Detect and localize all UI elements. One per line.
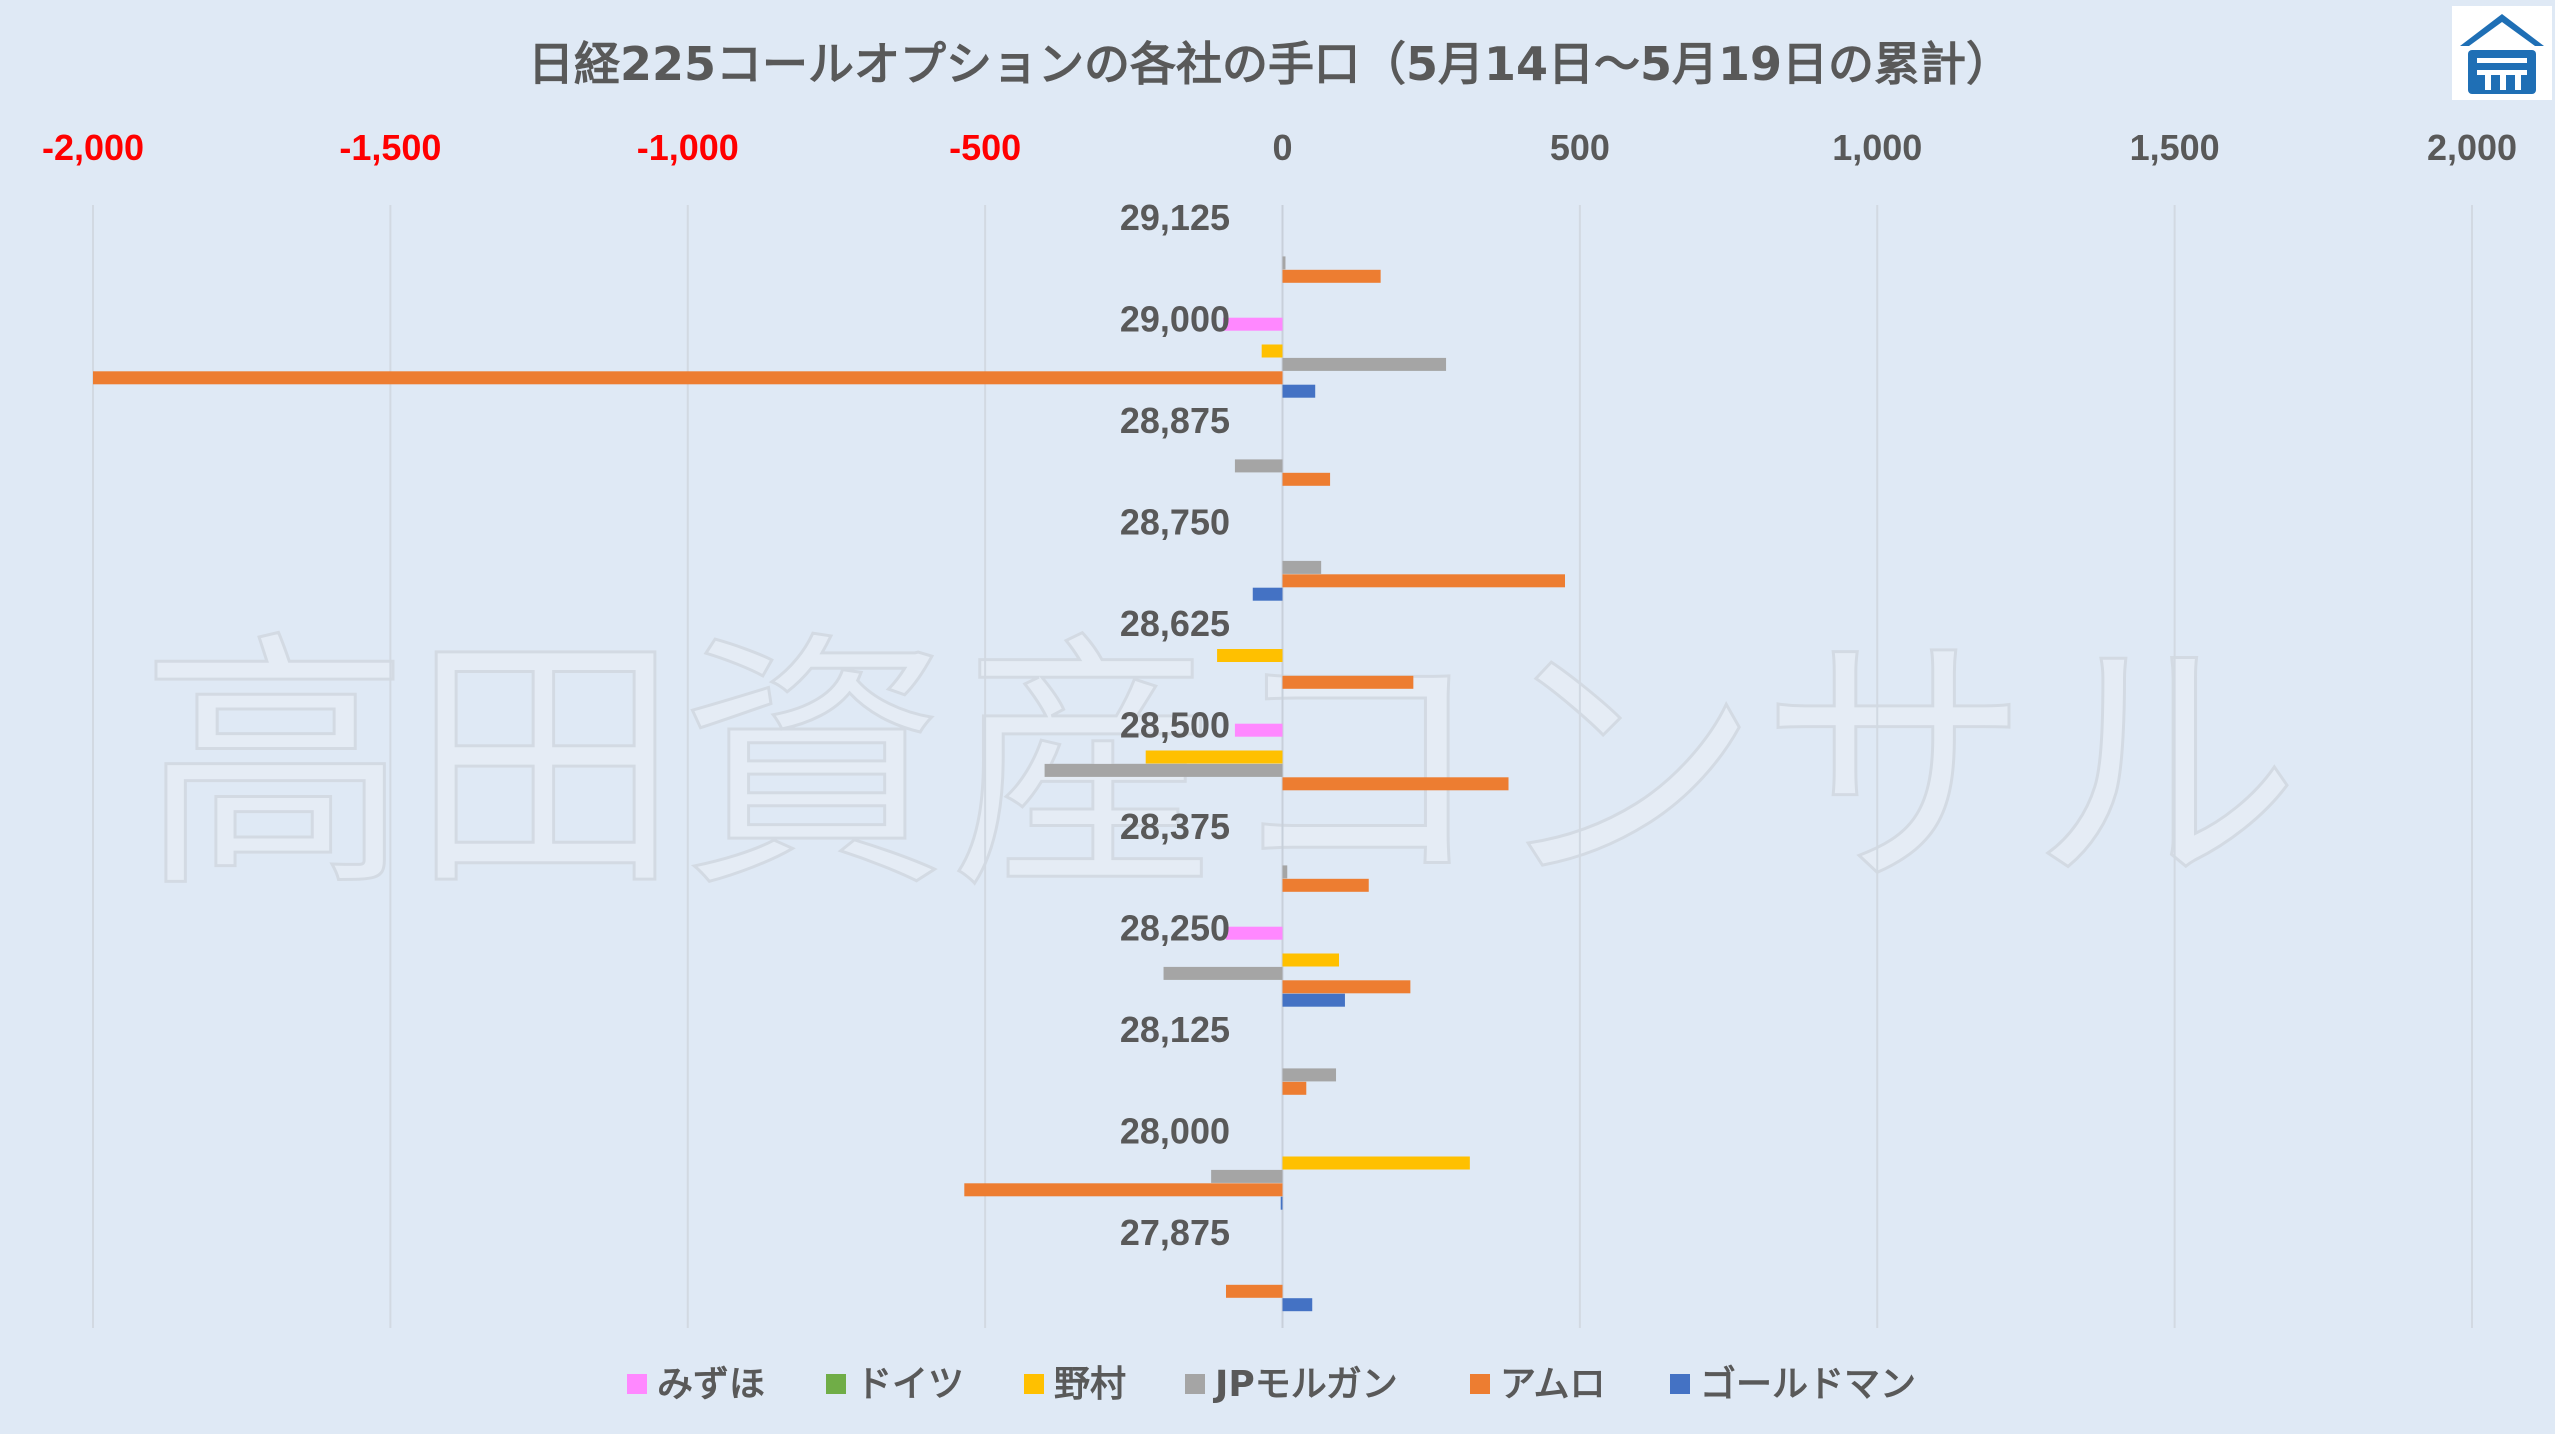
bars	[93, 256, 1566, 1312]
bar	[1282, 256, 1286, 270]
chart-title: 日経225コールオプションの各社の手口（5月14日～5月19日の累計）	[528, 37, 2012, 91]
bar	[1282, 1298, 1313, 1312]
x-tick-label: 1,500	[2130, 127, 2220, 168]
x-tick-label: -1,000	[637, 127, 739, 168]
category-label: 28,500	[1120, 705, 1230, 746]
x-tick-label: -2,000	[42, 127, 144, 168]
category-label: 28,000	[1120, 1111, 1230, 1152]
legend-swatch	[1185, 1374, 1205, 1394]
legend-label: ゴールドマン	[1700, 1363, 1916, 1405]
bar	[1217, 649, 1283, 662]
bar	[1282, 269, 1381, 283]
bar	[1282, 865, 1288, 879]
bar	[1282, 777, 1509, 791]
legend-swatch	[826, 1374, 846, 1394]
category-label: 29,125	[1120, 197, 1230, 238]
bar	[1282, 384, 1316, 398]
bar	[1282, 1068, 1337, 1082]
bar	[1282, 993, 1345, 1007]
legend-swatch	[1024, 1374, 1044, 1394]
bar	[1211, 1169, 1283, 1183]
bar	[1223, 317, 1283, 331]
category-label: 27,875	[1120, 1212, 1230, 1253]
category-label: 28,250	[1120, 908, 1230, 949]
category-label: 29,000	[1120, 299, 1230, 340]
legend: みずほ ドイツ 野村 JPモルガン アムロ ゴールドマン	[627, 1363, 1916, 1405]
bar	[1234, 723, 1283, 737]
x-tick-label: 0	[1272, 127, 1292, 168]
takada-logo-icon	[2452, 6, 2552, 100]
category-label: 28,375	[1120, 806, 1230, 847]
bar	[1282, 953, 1340, 967]
bar	[1282, 980, 1411, 994]
legend-label: 野村	[1054, 1364, 1126, 1405]
category-labels: 29,125 29,000 28,875 28,750 28,625 28,500 28,3…	[1120, 197, 1230, 1253]
bar	[1234, 459, 1283, 473]
x-tick-label: -500	[949, 127, 1021, 168]
bar	[1282, 472, 1331, 486]
bar	[93, 371, 1283, 385]
category-label: 28,750	[1120, 502, 1230, 543]
legend-label: アムロ	[1500, 1364, 1605, 1405]
bar	[1282, 1081, 1307, 1095]
bar	[1261, 344, 1283, 358]
category-label: 28,625	[1120, 603, 1230, 644]
legend-swatch	[627, 1374, 647, 1394]
legend-label: ドイツ	[856, 1364, 964, 1405]
bar	[964, 1183, 1283, 1197]
x-tick-label: 2,000	[2427, 127, 2517, 168]
legend-label: JPモルガン	[1212, 1364, 1398, 1405]
x-tick-label: 500	[1550, 127, 1610, 168]
category-label: 28,125	[1120, 1009, 1230, 1050]
bar	[1225, 1284, 1283, 1298]
x-tick-label: 1,000	[1832, 127, 1922, 168]
bar	[1282, 675, 1414, 689]
bar	[1282, 357, 1447, 371]
legend-swatch	[1670, 1374, 1690, 1394]
bar	[1163, 966, 1283, 980]
bar	[1282, 560, 1322, 574]
x-axis: -2,000 -1,500 -1,000 -500 0 500 1,000 1,500 2,00…	[42, 127, 2517, 168]
bar	[1145, 750, 1283, 764]
bar	[1282, 574, 1566, 588]
legend-label: みずほ	[657, 1364, 765, 1405]
legend-swatch	[1470, 1374, 1490, 1394]
bar	[1282, 878, 1369, 892]
category-label: 28,875	[1120, 400, 1230, 441]
bar	[1225, 926, 1283, 940]
bar	[1280, 1196, 1283, 1210]
bar	[1044, 763, 1283, 777]
x-tick-label: -1,500	[339, 127, 441, 168]
bar	[1282, 1156, 1470, 1170]
bar	[1252, 587, 1283, 601]
